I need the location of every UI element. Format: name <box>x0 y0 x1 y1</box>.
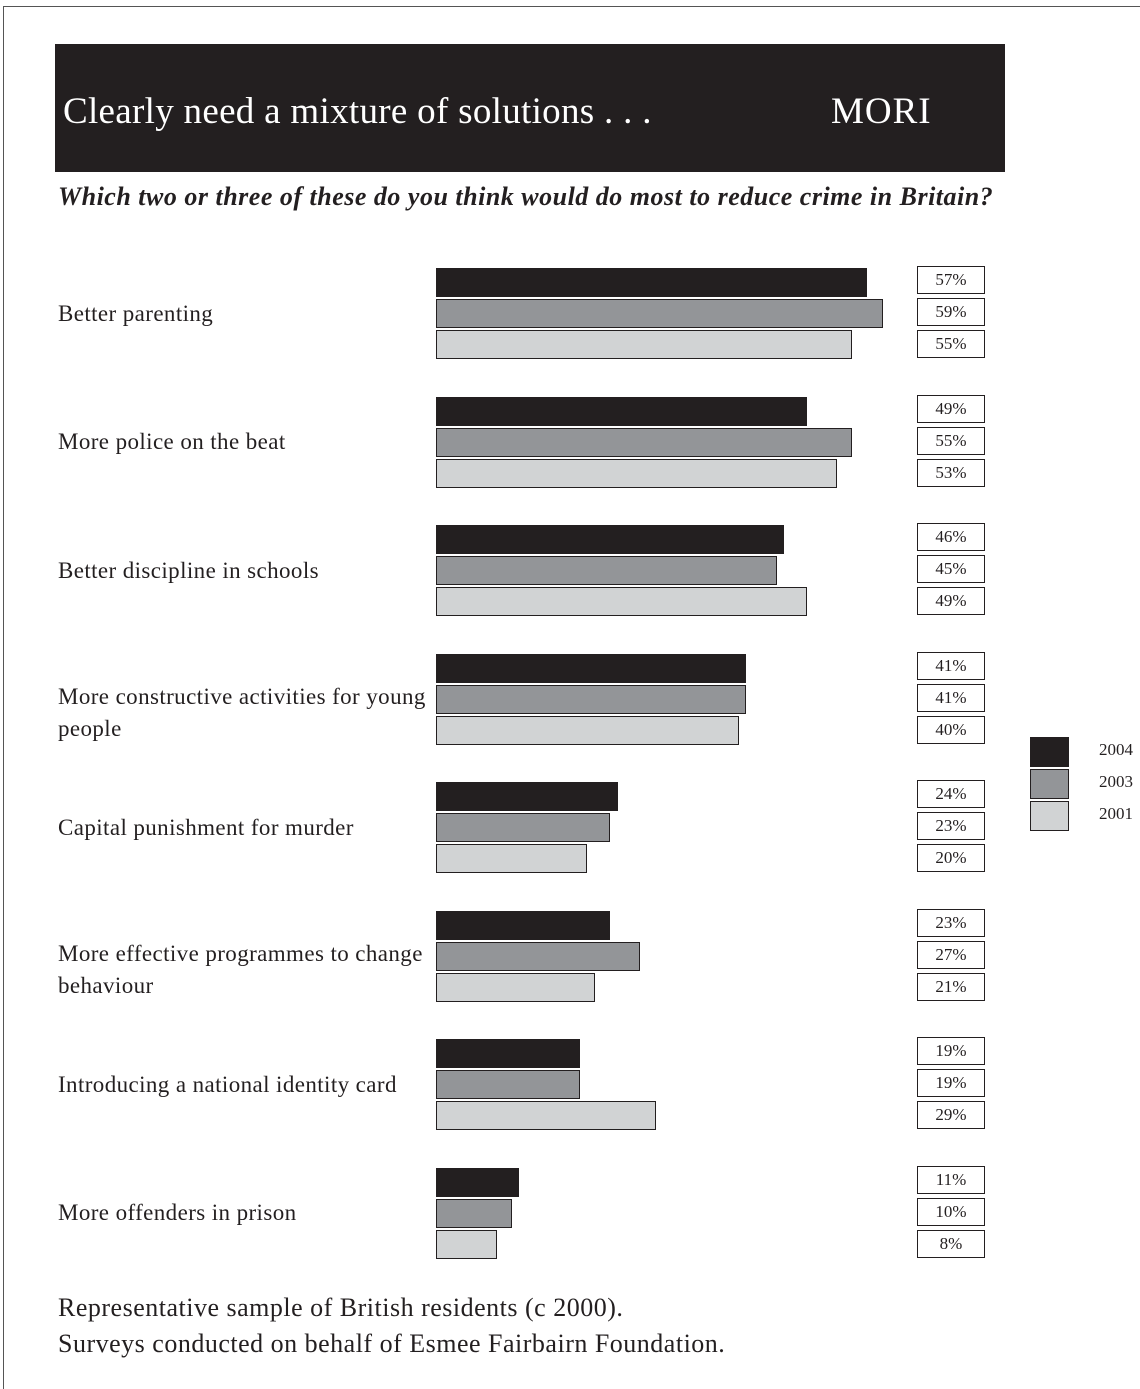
footnote-line-2: Surveys conducted on behalf of Esmee Fai… <box>58 1329 726 1358</box>
survey-question: Which two or three of these do you think… <box>58 182 994 211</box>
bar-2004 <box>436 782 618 811</box>
data-label: 46% <box>917 523 985 551</box>
chart-title: Clearly need a mixture of solutions . . … <box>63 91 652 132</box>
bar-2001 <box>436 1229 497 1259</box>
data-label: 19% <box>917 1069 985 1097</box>
data-label: 57% <box>917 266 985 294</box>
data-label: 19% <box>917 1037 985 1065</box>
data-label: 21% <box>917 972 985 1001</box>
header-banner: Clearly need a mixture of solutions . . … <box>55 44 1005 172</box>
bar-2001 <box>436 1101 656 1130</box>
legend-swatch-2004 <box>1030 737 1069 767</box>
legend-label-2003: 2003 <box>1099 772 1133 791</box>
data-label: 23% <box>917 812 985 840</box>
category-label: Better parenting <box>58 300 214 326</box>
category-label: Introducing a national identity card <box>58 1071 397 1097</box>
bar-2003 <box>436 1198 512 1228</box>
bar-2004 <box>436 653 747 683</box>
data-label: 41% <box>917 651 985 680</box>
bar-2001 <box>436 844 588 873</box>
data-label: 45% <box>917 555 985 583</box>
bar-2003 <box>436 299 883 328</box>
category-label: More effective programmes to change beha… <box>58 941 423 998</box>
bar-2001 <box>436 330 853 359</box>
bar-2004 <box>436 525 785 554</box>
brand-name: MORI <box>831 91 932 132</box>
data-label: 10% <box>917 1197 985 1226</box>
data-label: 59% <box>917 298 985 326</box>
data-label: 40% <box>917 715 985 744</box>
footnote: Representative sample of British residen… <box>58 1290 725 1362</box>
legend-label-2001: 2001 <box>1099 804 1133 823</box>
category-label: More police on the beat <box>58 429 286 454</box>
data-label: 29% <box>917 1101 985 1129</box>
bar-2001 <box>436 587 807 616</box>
category-label: More constructive activities for young p… <box>58 684 426 741</box>
bar-2003 <box>436 684 747 714</box>
bar-2004 <box>436 268 868 297</box>
category-label: Capital punishment for murder <box>58 814 354 840</box>
data-label: 8% <box>917 1229 985 1258</box>
bar-2003 <box>436 1070 580 1099</box>
data-label: 24% <box>917 780 985 808</box>
data-label: 41% <box>917 683 985 712</box>
category-label: More offenders in prison <box>58 1200 297 1225</box>
bar-2004 <box>436 910 611 940</box>
bar-2004 <box>436 1039 580 1068</box>
bar-2001 <box>436 458 838 488</box>
legend-swatch-2001 <box>1030 801 1069 831</box>
bar-2003 <box>436 427 853 457</box>
data-label: 55% <box>917 330 985 358</box>
data-label: 11% <box>917 1165 985 1194</box>
bar-2003 <box>436 813 611 842</box>
data-label: 23% <box>917 908 985 937</box>
bar-2003 <box>436 556 777 585</box>
data-label: 53% <box>917 458 985 487</box>
bar-2003 <box>436 941 641 971</box>
data-label: 55% <box>917 426 985 455</box>
legend-swatch-2003 <box>1030 769 1069 799</box>
category-label: Better discipline in schools <box>58 557 319 583</box>
data-label: 27% <box>917 940 985 969</box>
data-label: 49% <box>917 394 985 423</box>
legend-label-2004: 2004 <box>1099 740 1133 759</box>
data-label: 20% <box>917 844 985 872</box>
bar-2004 <box>436 396 807 426</box>
bar-2001 <box>436 715 739 745</box>
data-label: 49% <box>917 587 985 615</box>
chart-frame <box>3 6 1140 1389</box>
bar-2004 <box>436 1167 520 1197</box>
bar-2001 <box>436 972 595 1002</box>
footnote-line-1: Representative sample of British residen… <box>58 1293 624 1322</box>
